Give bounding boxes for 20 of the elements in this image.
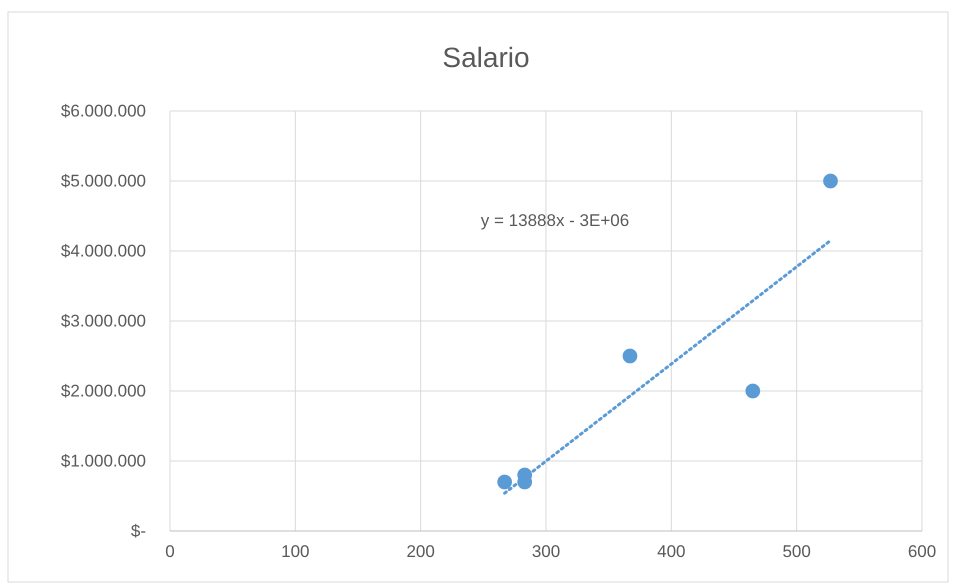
y-tick-label: $1.000.000 [60, 451, 146, 470]
y-tick-label: $3.000.000 [60, 311, 146, 330]
point [823, 174, 838, 188]
point [497, 474, 512, 490]
x-tick-label: 400 [657, 542, 686, 562]
x-tick-label: 500 [782, 542, 811, 562]
x-tick-label: 300 [532, 542, 560, 562]
x-tick-label: 0 [165, 542, 175, 562]
x-tick-label: 200 [406, 542, 435, 562]
point [622, 348, 638, 364]
x-tick-label: 600 [908, 542, 936, 562]
y-tick-label: $4.000.000 [60, 241, 146, 260]
chart-title: Salario [442, 42, 530, 73]
y-tick-label: $5.000.000 [60, 171, 146, 190]
y-tick-label: $6.000.000 [60, 101, 146, 120]
y-tick-label: $2.000.000 [60, 381, 146, 400]
y-tick-label: $- [130, 521, 146, 540]
annotation: y = 13888x - 3E+06 [480, 211, 630, 230]
point [745, 384, 760, 398]
x-tick-label: 100 [281, 542, 310, 562]
